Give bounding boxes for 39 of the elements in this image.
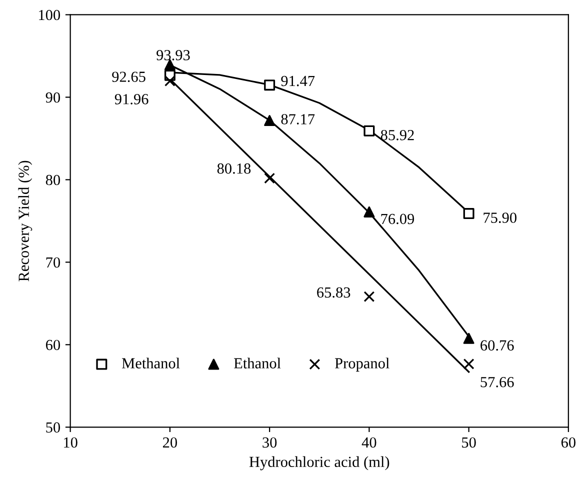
- data-label: 75.90: [484, 212, 516, 223]
- x-tick-label: 60: [561, 437, 576, 448]
- data-label: 93.93: [156, 50, 190, 60]
- x-tick-label: 50: [462, 437, 476, 448]
- point: [364, 206, 375, 218]
- data-label: 60.76: [480, 340, 514, 351]
- point: [264, 172, 276, 184]
- data-label: 91.96: [114, 94, 148, 104]
- y-axis-title: Recovery Yield (%): [18, 160, 32, 282]
- point: [264, 80, 276, 91]
- point: [364, 291, 375, 302]
- y-tick-label: 70: [46, 257, 60, 268]
- legend-label: Methanol: [122, 358, 180, 368]
- legend-label: Propanol: [334, 358, 390, 372]
- y-tick-label: 90: [46, 92, 60, 103]
- y-tick-label: 100: [39, 10, 60, 20]
- x-tick-label: 40: [362, 437, 376, 448]
- point: [463, 208, 474, 220]
- data-label: 87.17: [281, 114, 315, 124]
- data-label: 91.47: [281, 76, 315, 86]
- point: [164, 76, 176, 87]
- data-label: 92.65: [112, 72, 146, 82]
- point: [364, 125, 375, 136]
- data-label: 57.66: [480, 376, 514, 388]
- y-tick-label: 50: [46, 422, 60, 433]
- x-tick-label: 10: [64, 437, 78, 448]
- data-label: 65.83: [317, 287, 350, 298]
- data-label: 76.09: [381, 214, 414, 224]
- x-tick-label: 30: [262, 437, 277, 448]
- y-tick-label: 60: [46, 340, 60, 350]
- x-axis-title: Hydrochloric acid (ml): [249, 456, 390, 470]
- x-tick-label: 20: [162, 437, 177, 448]
- point: [463, 332, 474, 344]
- point: [264, 115, 276, 126]
- data-label: 85.92: [380, 130, 414, 140]
- legend-label: Ethanol: [234, 358, 281, 368]
- data-label: 80.18: [217, 163, 251, 174]
- y-tick-label: 80: [46, 174, 60, 186]
- point: [463, 358, 474, 370]
